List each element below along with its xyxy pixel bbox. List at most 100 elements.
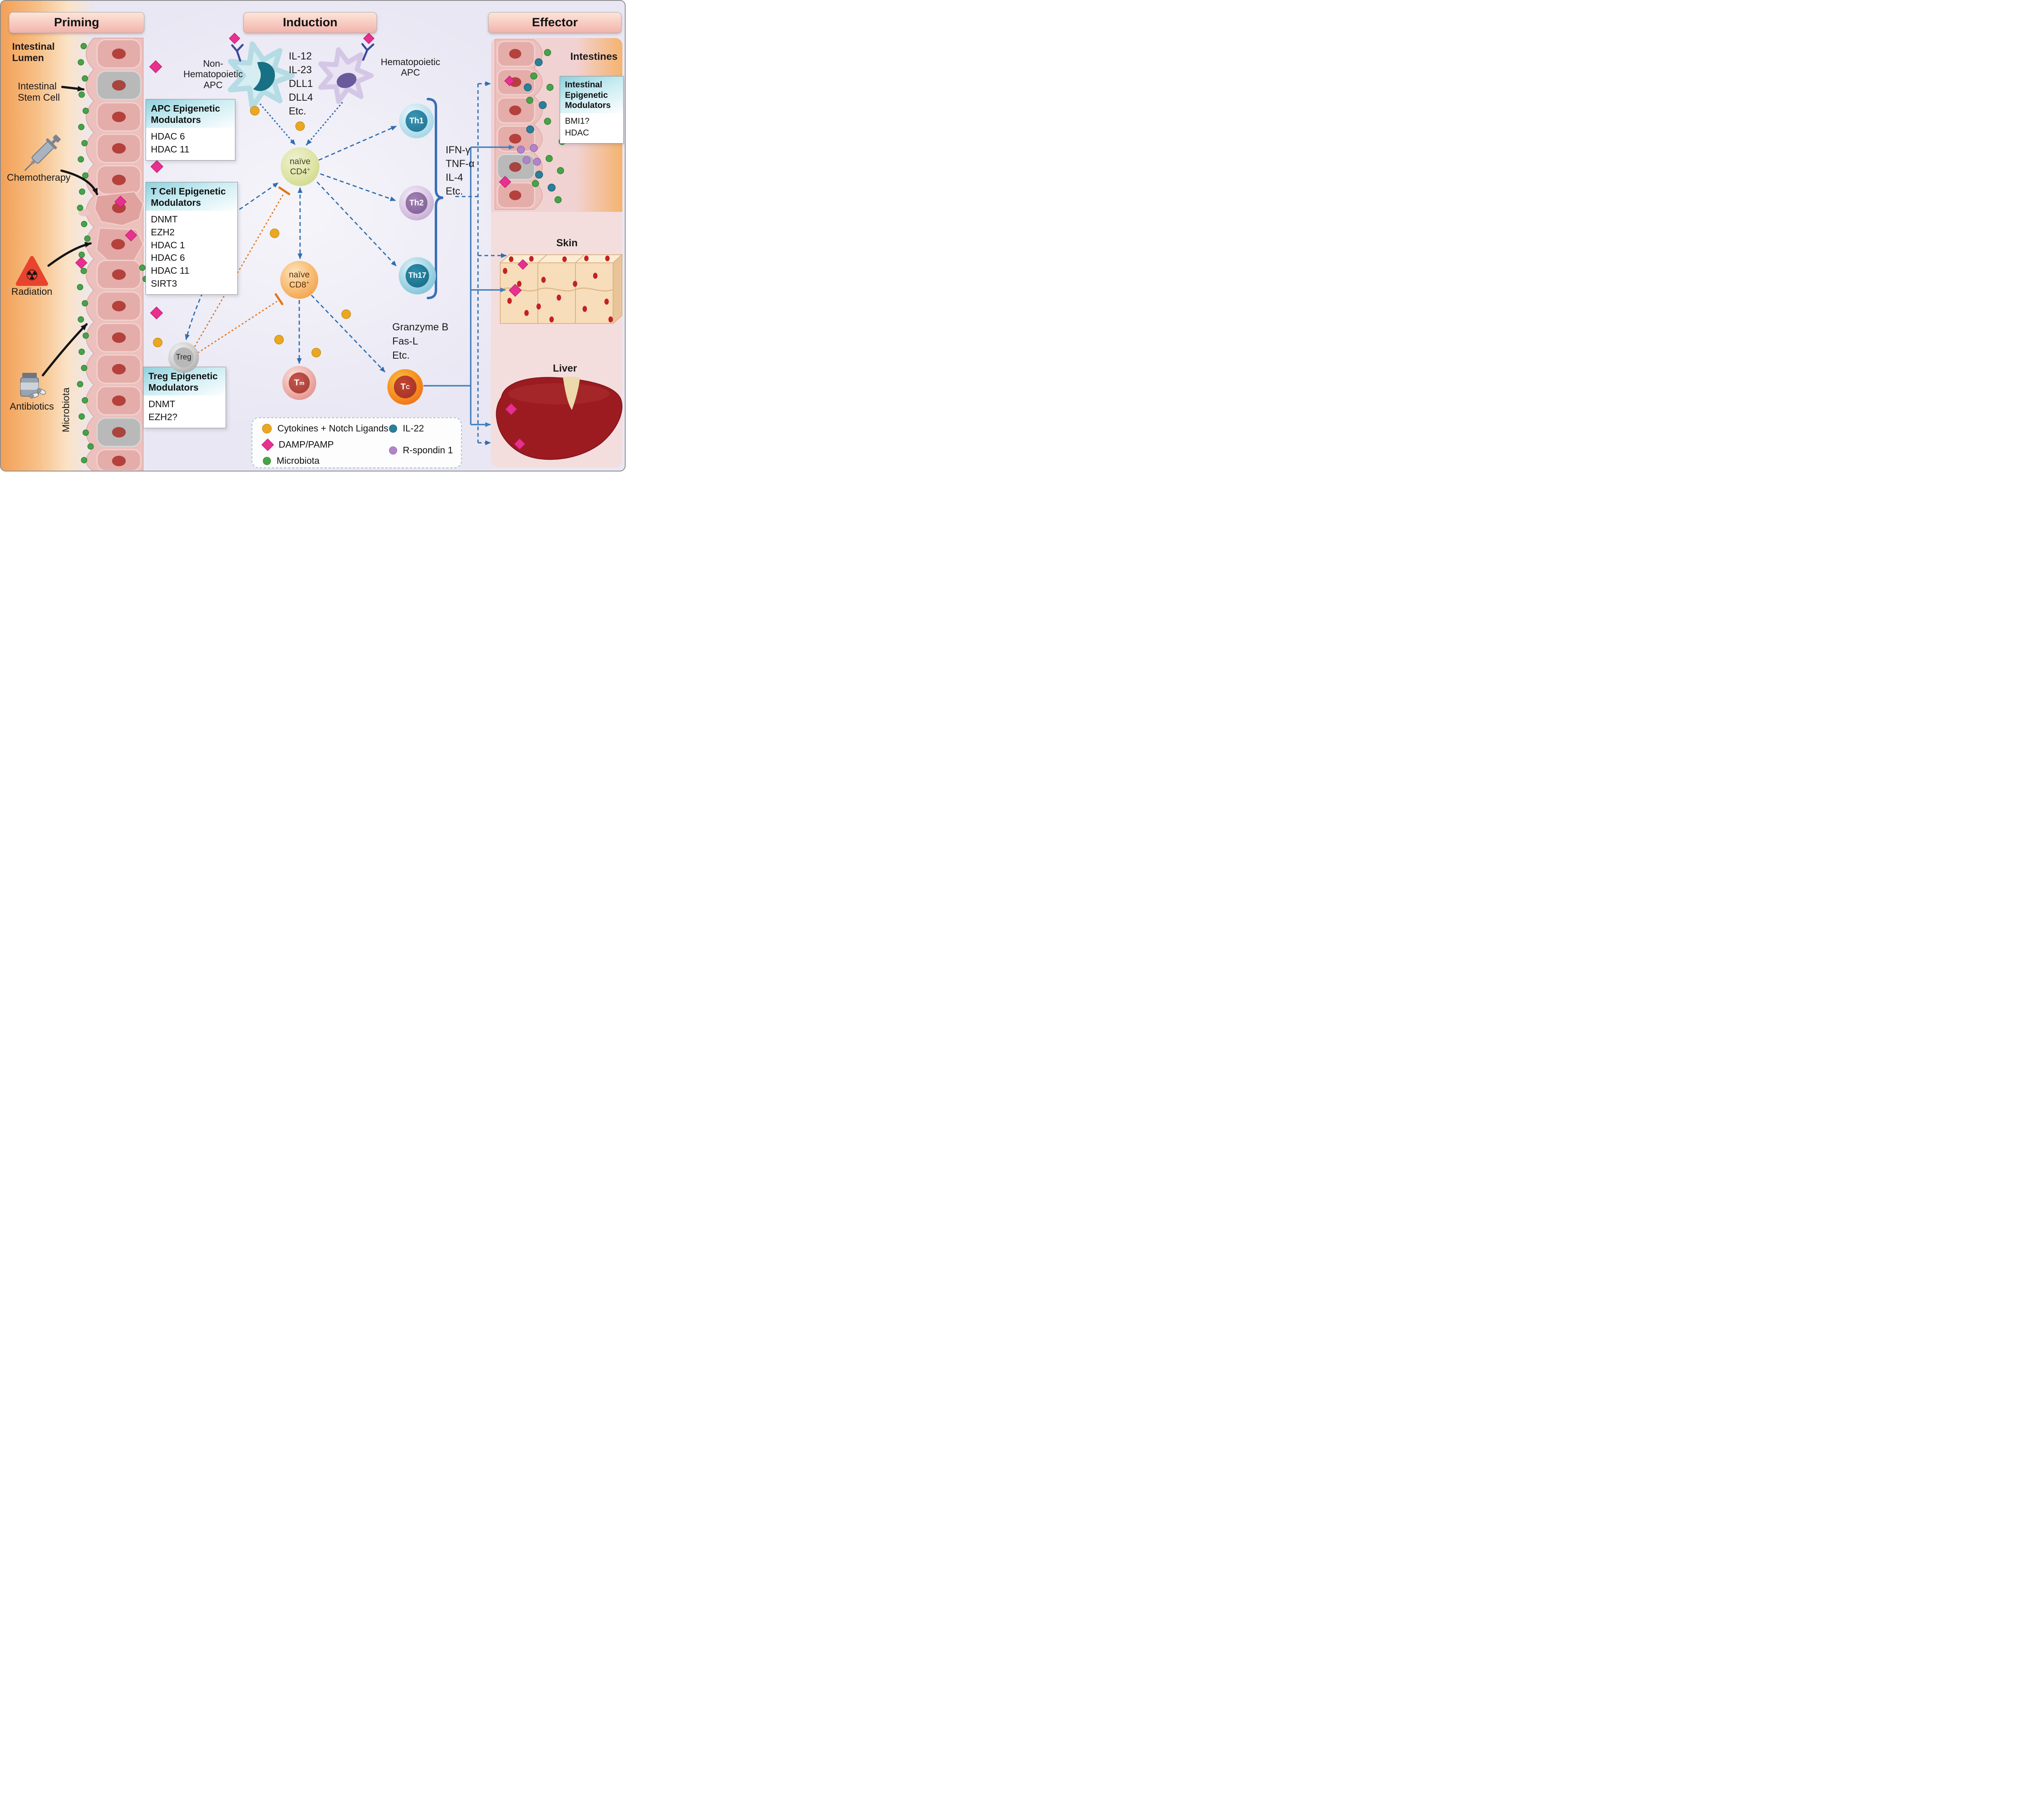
apc-signal-list: IL-12 IL-23 DLL1 DLL4 Etc.: [289, 49, 313, 118]
treg-cell: Treg: [168, 342, 199, 373]
th1-label: Th1: [406, 110, 427, 132]
tcell-box-item: SIRT3: [151, 278, 177, 289]
tcell-box-item: HDAC 11: [151, 265, 190, 276]
intestinal-epigenetic-box-title: Intestinal Epigenetic Modulators: [560, 76, 623, 113]
apc-epigenetic-box-title: APC Epigenetic Modulators: [146, 99, 235, 128]
naive-cd8-cell: naïve CD8+: [280, 261, 318, 299]
tc-effector: Fas-L: [392, 336, 418, 347]
damp-legend-diamond: [261, 438, 274, 451]
syringe-icon: [24, 134, 61, 171]
rspondin-dots: [517, 144, 541, 166]
radiation-arrow: [47, 242, 92, 267]
non-hematopoietic-apc-label: Non-Hematopoietic APC: [183, 58, 243, 90]
antibiotics-arrow: [42, 323, 88, 376]
tcell-box-item: DNMT: [151, 214, 178, 225]
tc-effector: Granzyme B: [392, 321, 448, 333]
effector-arrows-dashed: [455, 81, 507, 445]
chemotherapy-label: Chemotherapy: [7, 172, 71, 183]
treg-inhibits-cd4: [194, 192, 285, 347]
intestinal-box-item: BMI1?: [565, 116, 590, 126]
hematopoietic-apc-label: Hematopoietic APC: [381, 57, 440, 78]
legend-label: Cytokines + Notch Ligands: [277, 423, 389, 433]
effector-header: Effector: [488, 12, 622, 33]
cytokine-legend-dot: [262, 423, 272, 433]
il22-dots: [524, 58, 556, 192]
th-cytokine: Etc.: [446, 186, 463, 197]
treg-inhibition-lines: [194, 186, 290, 353]
arrow-cd4-to-th1: [318, 125, 397, 161]
legend-box: Cytokines + Notch Ligands DAMP/PAMP Micr…: [252, 417, 462, 468]
receptor-icon: [231, 44, 244, 62]
diagram-art-layer: ☢: [16, 32, 623, 471]
th-cytokine-list: IFN-γ TNF-α IL-4 Etc.: [446, 143, 474, 198]
th-cytokine: TNF-α: [446, 158, 475, 169]
tc-effector-list: Granzyme B Fas-L Etc.: [392, 320, 448, 363]
intestinal-box-item: HDAC: [565, 128, 589, 137]
liver-illustration: [496, 376, 623, 460]
induction-arrows: [185, 102, 397, 373]
treg-inhibits-cd8: [197, 301, 277, 353]
apc-signal: DLL4: [289, 92, 313, 103]
intestinal-lumen-gradient: [1, 1, 96, 471]
skin-illustration: [499, 254, 623, 325]
legend-item-rspondin: R-spondin 1: [389, 445, 453, 456]
skin-label: Skin: [556, 237, 578, 249]
arrow-cd8-to-tc: [311, 294, 386, 373]
effector-arrows-solid: [423, 145, 514, 427]
radiation-trefoil-icon: ☢: [25, 267, 38, 284]
legend-label: R-spondin 1: [403, 445, 453, 455]
inhibition-bar-cd8: [275, 293, 283, 305]
hematopoietic-apc-cell: [318, 43, 374, 104]
treg-box-item: DNMT: [148, 399, 176, 410]
arrow-nonhem-apc-to-cd4: [260, 104, 296, 146]
intestinal-lumen-label: Intestinal Lumen: [12, 41, 55, 63]
th-cytokine: IL-4: [446, 172, 463, 183]
damp-pamp-diamonds: [75, 32, 529, 450]
naive-cd8-label: naïve CD8+: [289, 270, 310, 290]
legend-item-damp: DAMP/PAMP: [261, 438, 334, 451]
th17-cell: Th17: [399, 257, 436, 294]
intestines-label: Intestines: [570, 51, 618, 62]
apc-box-item: HDAC 6: [151, 131, 185, 142]
inhibition-bar-cd4: [278, 186, 290, 195]
receptor-icon: [361, 43, 374, 61]
naive-cd4-label: naïve CD4+: [290, 157, 311, 176]
apc-signal: DLL1: [289, 78, 313, 89]
tcell-box-item: HDAC 1: [151, 239, 185, 250]
tcell-box-item: HDAC 6: [151, 252, 185, 263]
liver-label: Liver: [553, 363, 577, 374]
th1-cell: Th1: [399, 104, 434, 138]
cytokine-dots: [153, 106, 351, 357]
il22-legend-dot: [389, 424, 397, 433]
intestinal-stem-cell-label: Intestinal Stem Cell: [18, 81, 60, 103]
rspondin-legend-dot: [389, 446, 397, 454]
intestinal-epigenetic-box: Intestinal Epigenetic Modulators BMI1? H…: [560, 76, 624, 144]
legend-item-cytokines: Cytokines + Notch Ligands: [262, 423, 388, 434]
th-bracket: [427, 98, 444, 299]
apc-nucleus: [253, 62, 275, 91]
chemotherapy-arrow: [60, 169, 98, 195]
legend-item-microbiota: Microbiota: [263, 455, 319, 466]
legend-label: DAMP/PAMP: [279, 439, 334, 450]
diagram-canvas: ☢: [0, 0, 626, 471]
arrow-box-to-cd4: [239, 182, 279, 210]
arrow-cd4-to-th2: [320, 173, 396, 201]
treg-epigenetic-box: Treg Epigenetic Modulators DNMT EZH2?: [143, 367, 226, 428]
th2-label: Th2: [406, 192, 427, 214]
microbiota-dots: [77, 43, 149, 463]
legend-label: Microbiota: [277, 455, 320, 466]
apc-signal: IL-12: [289, 51, 312, 62]
apc-epigenetic-box: APC Epigenetic Modulators HDAC 6 HDAC 11: [146, 99, 235, 161]
radiation-label: Radiation: [11, 286, 53, 297]
treg-label: Treg: [173, 347, 194, 368]
antibiotics-label: Antibiotics: [10, 401, 54, 412]
priming-header: Priming: [9, 12, 144, 33]
apc-nucleus: [336, 73, 357, 88]
apc-signal: IL-23: [289, 64, 312, 76]
arrow-cd4-to-th17: [316, 181, 397, 267]
non-hematopoietic-apc-cell: [228, 41, 295, 110]
insult-arrows: [42, 86, 98, 376]
antibiotics-icon: [20, 373, 46, 399]
